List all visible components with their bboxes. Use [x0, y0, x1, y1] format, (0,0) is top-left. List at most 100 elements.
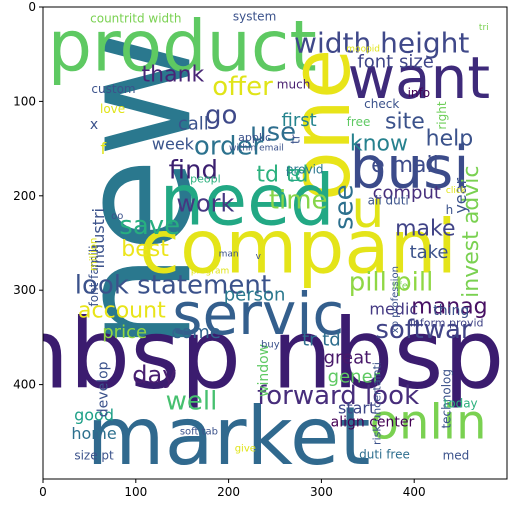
- word-technolog: technolog: [440, 369, 454, 429]
- word-call: call: [178, 114, 209, 135]
- word-industri: industri: [89, 208, 108, 269]
- word-take: take: [410, 242, 449, 263]
- word-moopid: moopid: [346, 44, 380, 54]
- word-need: need: [160, 160, 335, 242]
- x-tick-label: 0: [39, 485, 47, 499]
- word-save: save: [119, 211, 180, 241]
- word-life: life: [393, 281, 408, 292]
- word-busi: busi: [350, 133, 470, 201]
- word-applic: applic: [238, 131, 271, 144]
- word-window: window: [256, 344, 272, 397]
- word-td: td: [287, 168, 303, 182]
- word-use: use: [250, 118, 296, 148]
- word-invest-advic: invest advic: [459, 165, 484, 297]
- word-medic: medic: [369, 300, 418, 319]
- word-gener: gener: [328, 367, 381, 388]
- word-see: see: [330, 184, 360, 230]
- word-go: go: [205, 101, 237, 131]
- x-tick-label: 400: [403, 485, 426, 499]
- word-free: free: [347, 115, 371, 129]
- word-know: know: [350, 131, 408, 156]
- word-give: give: [235, 443, 256, 454]
- word-best: best: [121, 237, 169, 262]
- x-tick-label: 100: [124, 485, 147, 499]
- word-oo: oo: [111, 211, 123, 222]
- word-tr: tr: [288, 134, 302, 144]
- word-td-td: td td: [256, 163, 308, 188]
- word-one: one: [274, 49, 369, 202]
- word-account: account: [78, 298, 166, 323]
- word-font-famili: font famili: [87, 246, 101, 307]
- word-well: well: [166, 387, 218, 417]
- word-onlin: onlin: [370, 394, 487, 450]
- word-offer: offer: [212, 72, 273, 102]
- word-order: order: [194, 132, 264, 162]
- word-first: first: [282, 110, 317, 131]
- y-tick-label: 200: [13, 189, 36, 203]
- word-love: love: [100, 102, 125, 116]
- word-pill-pill: pill pill: [349, 268, 434, 298]
- word-compani: compani: [139, 205, 457, 291]
- word-great: great: [324, 348, 372, 369]
- y-tick-label: 0: [28, 0, 36, 14]
- word-servic: servic: [172, 280, 344, 348]
- word-system: system: [233, 9, 276, 23]
- word-risk-uncertainti: risk uncertainti: [371, 362, 384, 445]
- word-year: year: [451, 178, 470, 214]
- word-work: work: [176, 189, 234, 217]
- y-tick-label: 100: [13, 94, 36, 108]
- x-tick-label: 200: [217, 485, 240, 499]
- word-tr-td: tr td: [302, 330, 341, 351]
- word-product: product: [48, 6, 317, 88]
- word-help: help: [426, 127, 474, 152]
- word-align-center: align center: [331, 414, 415, 430]
- word-week: week: [152, 134, 195, 153]
- word-within-email: within email: [229, 144, 284, 154]
- word-million: million: [89, 238, 100, 271]
- word-med: med: [443, 448, 470, 462]
- word-tri: tri: [479, 23, 489, 33]
- word-duti-free: duti free: [359, 447, 410, 461]
- word-forward-look: forward look: [257, 381, 419, 411]
- word-make: make: [395, 216, 455, 241]
- word-font-size: font size: [357, 51, 433, 72]
- word-time: time: [269, 186, 328, 216]
- word-today: today: [444, 396, 478, 410]
- word-f: f: [100, 139, 106, 158]
- word-comput: comput: [373, 182, 441, 203]
- word-peopl: peopl: [190, 172, 221, 185]
- word-x: x: [90, 117, 98, 133]
- word-width-height: width height: [294, 26, 469, 59]
- word-custom: custom: [91, 82, 135, 96]
- word-man: man: [219, 249, 239, 259]
- word-check: check: [364, 97, 399, 111]
- word-find: find: [169, 155, 218, 185]
- word-day: day: [132, 361, 176, 389]
- word-e-mail: e mail: [371, 153, 439, 178]
- word-good: good: [74, 405, 114, 424]
- word-info: info: [408, 86, 431, 100]
- word-thing: thing: [433, 303, 469, 319]
- word-thank: thank: [142, 62, 205, 87]
- y-tick-label: 400: [13, 378, 36, 392]
- word-develop: develop: [95, 361, 111, 417]
- word-u: u: [351, 180, 384, 240]
- word-new: new: [45, 31, 226, 351]
- word-buy: buy: [261, 339, 280, 350]
- word-countritd-width: countritd width: [90, 11, 181, 25]
- word-start: start: [338, 399, 375, 418]
- word-softwar: softwar: [375, 315, 472, 345]
- word-manag: manag: [411, 295, 487, 320]
- word-person: person: [224, 284, 286, 305]
- word-price: price: [102, 322, 147, 343]
- word-much: much: [277, 77, 311, 91]
- word-nbsp-nbsp: nbsp nbsp: [8, 298, 504, 410]
- word-site: site: [385, 110, 425, 135]
- plot-background: [43, 7, 507, 479]
- word-program: program: [191, 266, 229, 276]
- word-soft-tab: soft tab: [180, 426, 218, 437]
- word-v: v: [256, 252, 262, 262]
- word-ali-duti: ali duti: [368, 194, 409, 208]
- x-tick-label: 300: [310, 485, 333, 499]
